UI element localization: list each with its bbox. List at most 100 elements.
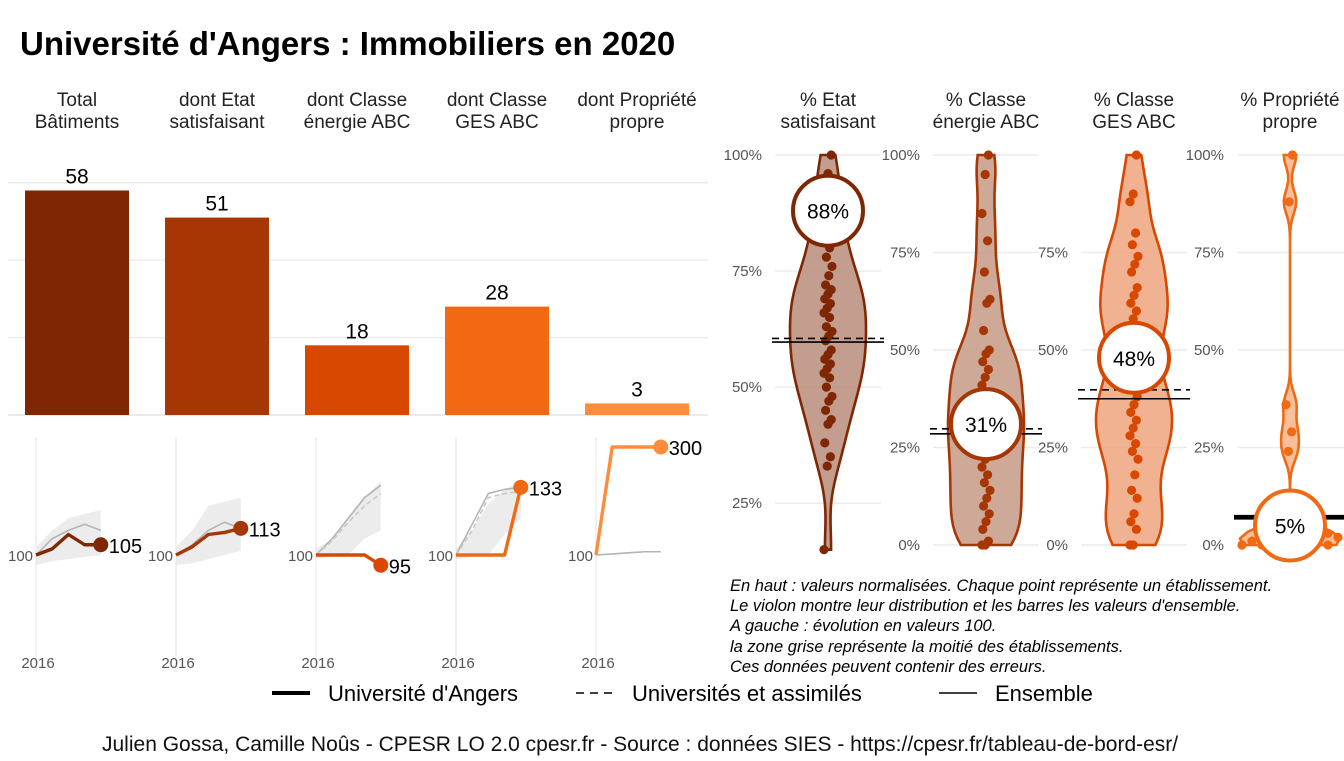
- violin-point: [977, 208, 987, 219]
- violin-point: [820, 438, 830, 448]
- violin-tick-label: 75%: [1038, 245, 1068, 262]
- evolution-year-tick: 2016: [301, 655, 334, 672]
- violin-point: [982, 493, 992, 503]
- violin-point: [1128, 423, 1138, 433]
- violin-point: [1131, 150, 1141, 160]
- violin-point: [984, 509, 994, 519]
- violin-point: [978, 524, 988, 535]
- bar: [25, 190, 129, 415]
- evolution-reference-line: [595, 550, 661, 556]
- violin-point: [1131, 306, 1141, 316]
- evolution-start-label: 100: [288, 548, 313, 565]
- bar-value-label: 3: [631, 378, 643, 401]
- evolution-endpoint: [513, 479, 529, 495]
- violin-tick-label: 25%: [890, 440, 920, 457]
- violin-panel-label: % Classe GES ABC: [1092, 90, 1175, 133]
- violin-point: [826, 345, 836, 355]
- violin-tick-label: 0%: [1046, 537, 1068, 554]
- violin-point: [826, 150, 836, 160]
- notes-block: En haut : valeurs normalisées. Chaque po…: [729, 577, 1272, 676]
- violin-point: [984, 345, 994, 355]
- evolution-start-label: 100: [568, 548, 593, 565]
- bar-category-label: dont Etat satisfaisant: [169, 90, 265, 133]
- violin-point: [1127, 485, 1137, 495]
- source-caption: Julien Gossa, Camille Noûs - CPESR LO 2.…: [102, 733, 1178, 756]
- bar-category-label: dont Classe énergie ABC: [304, 90, 411, 133]
- violin-point: [1131, 524, 1141, 535]
- violin-panel: % Classe GES ABC 0% 25% 50% 75% 48%: [1038, 90, 1190, 554]
- violin-point: [1126, 298, 1136, 308]
- legend-label-universites: Universités et assimilés: [632, 681, 862, 706]
- violin-point: [978, 357, 988, 367]
- evolution-panel: 113 100 2016: [148, 437, 281, 672]
- evolution-end-label: 300: [669, 438, 702, 460]
- evolution-endpoint: [653, 439, 669, 455]
- evolution-endpoint: [93, 537, 109, 553]
- violin-point: [1131, 439, 1141, 449]
- bar-category-label: dont Classe GES ABC: [447, 90, 547, 133]
- highlight-value-label: 88%: [807, 201, 849, 224]
- violin-point: [825, 452, 836, 462]
- violin-point: [1131, 415, 1141, 425]
- violin-tick-label: 0%: [898, 537, 920, 554]
- evolution-band: [36, 509, 101, 566]
- evolution-panels: 1051002016113100201695100201613310020163…: [8, 437, 702, 672]
- bar-category-label-line: propre: [610, 112, 665, 133]
- bar-category-label-line: satisfaisant: [169, 112, 265, 133]
- violin-panel-label-line: % Classe: [946, 90, 1026, 111]
- legend-label-ensemble: Ensemble: [995, 681, 1093, 706]
- violin-point: [979, 325, 989, 336]
- violin-point: [977, 462, 987, 472]
- violin-point: [979, 501, 989, 511]
- violin-tick-label: 50%: [890, 342, 920, 359]
- evolution-end-label: 95: [389, 556, 411, 578]
- violin-tick-label: 50%: [732, 379, 762, 396]
- evolution-year-tick: 2016: [21, 655, 54, 672]
- evolution-year-tick: 2016: [161, 655, 194, 672]
- evolution-year-tick: 2016: [441, 655, 474, 672]
- violin-point: [821, 405, 831, 415]
- evolution-start-label: 100: [148, 548, 173, 565]
- violin-tick-label: 25%: [1038, 440, 1068, 457]
- violin-point: [819, 545, 829, 555]
- violin-panel-label: % Classe énergie ABC: [933, 90, 1040, 133]
- violin-point: [1133, 251, 1143, 261]
- violin-point: [1131, 228, 1141, 238]
- violin-point: [979, 267, 990, 277]
- violin-panel-label-line: propre: [1263, 112, 1318, 133]
- violin-tick-label: 100%: [882, 147, 920, 164]
- note-line: Le violon montre leur distribution et le…: [730, 597, 1240, 615]
- violin-point: [1283, 446, 1293, 456]
- violin-point: [1127, 446, 1137, 456]
- violin-point: [1333, 532, 1343, 542]
- violin-panel: % Etat satisfaisant 25% 50% 75% 100% 88%: [724, 90, 884, 555]
- evolution-line: [456, 486, 523, 557]
- bar-category-label-line: dont Classe: [447, 90, 547, 111]
- violin-point: [1125, 431, 1135, 441]
- evolution-panel: 95 100 2016: [288, 437, 411, 672]
- violin-panel-label: % Propriété propre: [1240, 90, 1339, 133]
- bar: [165, 217, 269, 415]
- violin-panel-label-line: énergie ABC: [933, 112, 1040, 133]
- evolution-endpoint: [233, 520, 249, 536]
- bar-category-label: dont Propriété propre: [577, 90, 696, 133]
- violin-tick-label: 75%: [1194, 245, 1224, 262]
- violin-tick-label: 75%: [890, 245, 920, 262]
- bar-category-label-line: Total: [57, 90, 97, 111]
- evolution-reference-line: [455, 490, 521, 556]
- violin-tick-label: 25%: [1194, 440, 1224, 457]
- violin-panel: % Classe énergie ABC 0% 25% 50% 75% 100% 31%: [882, 90, 1042, 554]
- evolution-start-label: 100: [8, 548, 33, 565]
- evolution-reference-line: [455, 486, 521, 556]
- violin-panel: % Propriété propre 0% 25% 50% 75% 100% 5%: [1186, 90, 1344, 563]
- evolution-panel: 300 100 2016: [568, 437, 702, 672]
- evolution-line: [175, 526, 242, 557]
- violin-point: [1126, 517, 1136, 527]
- violin-tick-label: 75%: [732, 263, 762, 280]
- violin-tick-label: 50%: [1038, 342, 1068, 359]
- violin-point: [827, 261, 837, 272]
- highlight-value-label: 5%: [1275, 516, 1305, 539]
- violin-point: [821, 322, 832, 332]
- evolution-reference-line: [35, 523, 102, 556]
- violin-panel-label-line: % Etat: [800, 90, 857, 111]
